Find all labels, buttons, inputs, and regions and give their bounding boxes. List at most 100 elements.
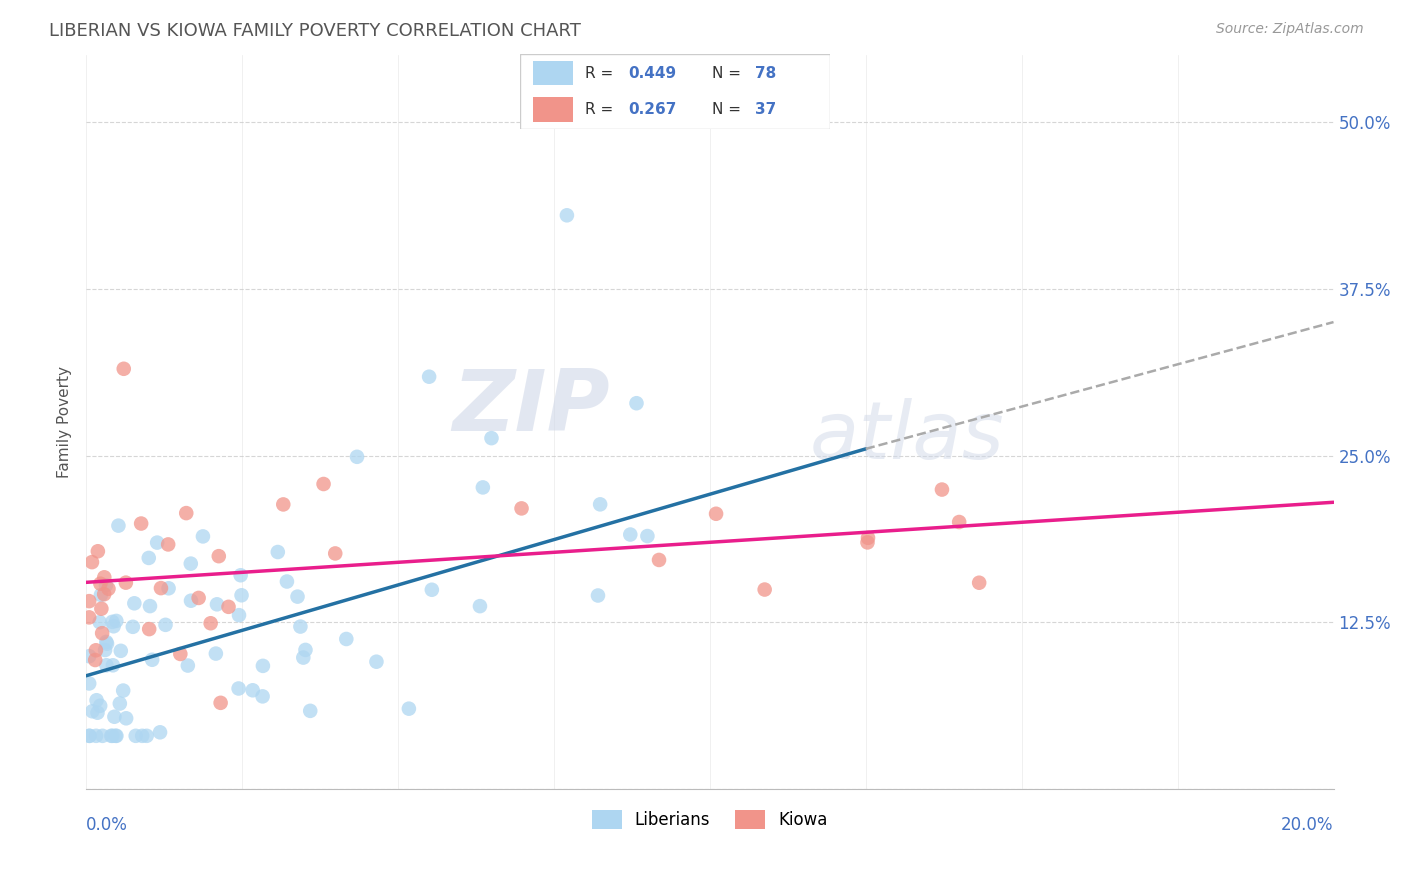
Point	[101, 615, 124, 629]
Point	[115, 575, 138, 590]
Point	[209, 696, 232, 710]
Point	[90, 588, 112, 602]
Text: 0.267: 0.267	[628, 102, 676, 117]
Point	[138, 622, 160, 636]
Point	[510, 501, 533, 516]
Point	[856, 535, 879, 549]
Point	[323, 546, 346, 560]
Point	[481, 431, 503, 445]
Text: LIBERIAN VS KIOWA FAMILY POVERTY CORRELATION CHART: LIBERIAN VS KIOWA FAMILY POVERTY CORRELA…	[49, 22, 581, 40]
Point	[80, 555, 103, 569]
FancyBboxPatch shape	[533, 62, 572, 86]
Point	[101, 729, 124, 743]
Point	[205, 647, 228, 661]
Point	[121, 620, 143, 634]
Point	[129, 516, 152, 531]
Point	[124, 596, 146, 610]
Point	[89, 615, 111, 629]
Point	[177, 658, 200, 673]
Point	[704, 507, 727, 521]
Point	[82, 704, 104, 718]
Point	[77, 676, 100, 690]
Text: 20.0%: 20.0%	[1281, 815, 1333, 834]
Point	[191, 529, 214, 543]
Point	[91, 626, 114, 640]
Text: 0.449: 0.449	[628, 66, 676, 81]
Point	[856, 531, 879, 545]
Point	[589, 497, 612, 511]
Point	[112, 683, 135, 698]
Point	[104, 729, 127, 743]
Point	[229, 568, 252, 582]
Point	[267, 545, 290, 559]
Text: R =: R =	[585, 102, 619, 117]
Point	[335, 632, 357, 646]
Point	[418, 369, 440, 384]
Text: N =: N =	[711, 102, 745, 117]
Point	[586, 589, 609, 603]
Point	[242, 683, 264, 698]
Point	[290, 619, 312, 633]
Point	[205, 597, 228, 611]
Point	[169, 647, 191, 661]
Point	[157, 537, 180, 551]
Point	[626, 396, 648, 410]
Point	[754, 582, 776, 597]
Point	[468, 599, 491, 614]
Point	[77, 649, 100, 664]
Point	[931, 483, 953, 497]
Point	[271, 497, 294, 511]
Point	[366, 655, 388, 669]
Y-axis label: Family Poverty: Family Poverty	[58, 367, 72, 478]
Point	[294, 643, 316, 657]
Point	[292, 650, 315, 665]
Point	[125, 729, 148, 743]
Text: Source: ZipAtlas.com: Source: ZipAtlas.com	[1216, 22, 1364, 37]
Point	[187, 591, 209, 605]
Point	[276, 574, 298, 589]
Point	[89, 698, 111, 713]
Point	[146, 535, 169, 549]
Point	[77, 594, 100, 608]
Point	[94, 643, 117, 657]
Point	[105, 614, 128, 628]
Point	[619, 527, 641, 541]
Point	[555, 208, 578, 222]
Point	[84, 653, 107, 667]
Point	[208, 549, 231, 564]
Point	[636, 529, 658, 543]
Point	[86, 706, 108, 720]
Point	[90, 601, 112, 615]
Point	[218, 599, 240, 614]
Point	[149, 725, 172, 739]
Text: N =: N =	[711, 66, 745, 81]
Point	[103, 710, 125, 724]
Point	[103, 619, 125, 633]
Point	[252, 690, 274, 704]
Point	[87, 544, 110, 558]
Point	[139, 599, 162, 613]
Point	[96, 637, 118, 651]
Legend: Liberians, Kiowa: Liberians, Kiowa	[585, 804, 835, 836]
Point	[84, 729, 107, 743]
Point	[398, 701, 420, 715]
Point	[180, 557, 202, 571]
Point	[84, 643, 107, 657]
Point	[93, 587, 115, 601]
Point	[107, 518, 129, 533]
Point	[312, 477, 335, 491]
Point	[110, 644, 132, 658]
Point	[131, 729, 153, 743]
Text: 0.0%: 0.0%	[86, 815, 128, 834]
Point	[231, 588, 253, 602]
Text: 37: 37	[755, 102, 776, 117]
Point	[96, 658, 118, 673]
Point	[112, 361, 135, 376]
Point	[93, 570, 115, 584]
Point	[77, 610, 100, 624]
Point	[79, 729, 101, 743]
Point	[228, 681, 250, 696]
Point	[648, 553, 671, 567]
Text: ZIP: ZIP	[453, 366, 610, 449]
Point	[948, 515, 970, 529]
